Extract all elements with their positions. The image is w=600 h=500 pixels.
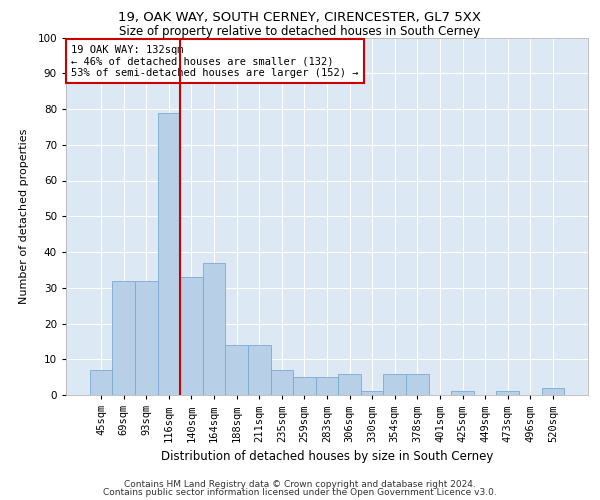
Bar (112, 280, 135, 395)
Bar (226, 345, 248, 395)
Bar (496, 392, 519, 395)
Text: 19 OAK WAY: 132sqm
← 46% of detached houses are smaller (132)
53% of semi-detach: 19 OAK WAY: 132sqm ← 46% of detached hou… (71, 44, 359, 78)
Bar (542, 388, 564, 395)
Bar (90, 370, 112, 395)
X-axis label: Distribution of detached houses by size in South Cerney: Distribution of detached houses by size … (161, 450, 493, 463)
Bar (293, 377, 316, 395)
Text: Contains public sector information licensed under the Open Government Licence v3: Contains public sector information licen… (103, 488, 497, 497)
Bar (383, 374, 406, 395)
Bar (135, 280, 158, 395)
Bar (406, 374, 428, 395)
Bar (203, 262, 226, 395)
Text: Size of property relative to detached houses in South Cerney: Size of property relative to detached ho… (119, 24, 481, 38)
Bar (361, 392, 383, 395)
Text: Contains HM Land Registry data © Crown copyright and database right 2024.: Contains HM Land Registry data © Crown c… (124, 480, 476, 489)
Bar (451, 392, 474, 395)
Y-axis label: Number of detached properties: Number of detached properties (19, 128, 29, 304)
Bar (248, 345, 271, 395)
Bar (180, 277, 203, 395)
Bar (338, 374, 361, 395)
Bar (271, 370, 293, 395)
Bar (158, 112, 180, 395)
Bar (316, 377, 338, 395)
Text: 19, OAK WAY, SOUTH CERNEY, CIRENCESTER, GL7 5XX: 19, OAK WAY, SOUTH CERNEY, CIRENCESTER, … (119, 11, 482, 24)
